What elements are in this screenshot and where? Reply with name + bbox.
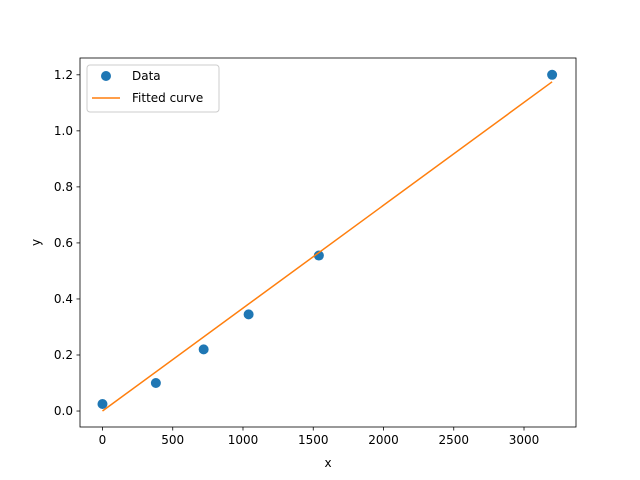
- legend-marker-data: [101, 71, 111, 81]
- y-axis: 0.0 0.2 0.4 0.6 0.8 1.0 1.2: [54, 68, 80, 418]
- x-tick-label: 1000: [228, 433, 259, 447]
- data-point-2: [198, 344, 209, 355]
- y-tick-label: 0.0: [54, 404, 73, 418]
- plot-area: [97, 69, 558, 412]
- series-line-fitted-curve: [102, 81, 553, 412]
- x-axis-label: x: [324, 456, 331, 470]
- legend-label-fitted-curve: Fitted curve: [132, 91, 203, 105]
- legend-label-data: Data: [132, 69, 161, 83]
- x-tick-label: 3000: [509, 433, 540, 447]
- y-tick-label: 0.8: [54, 180, 73, 194]
- legend: Data Fitted curve: [86, 64, 220, 113]
- data-point-4: [313, 250, 324, 261]
- axes-frame: [79, 57, 577, 428]
- data-point-1: [150, 378, 161, 389]
- x-tick-label: 1500: [298, 433, 329, 447]
- data-point-0: [97, 399, 108, 410]
- y-tick-label: 0.2: [54, 348, 73, 362]
- x-tick-label: 2000: [368, 433, 399, 447]
- x-tick-label: 0: [99, 433, 107, 447]
- y-tick-label: 1.0: [54, 124, 73, 138]
- legend-frame: [86, 64, 220, 113]
- y-axis-label: y: [29, 239, 43, 246]
- x-axis: 0 500 1000 1500 2000 2500 3000: [99, 427, 540, 447]
- data-point-5: [547, 69, 558, 80]
- y-tick-label: 0.6: [54, 236, 73, 250]
- data-point-3: [243, 309, 254, 320]
- y-tick-label: 0.4: [54, 292, 73, 306]
- x-tick-label: 2500: [438, 433, 469, 447]
- x-tick-label: 500: [161, 433, 184, 447]
- y-tick-label: 1.2: [54, 68, 73, 82]
